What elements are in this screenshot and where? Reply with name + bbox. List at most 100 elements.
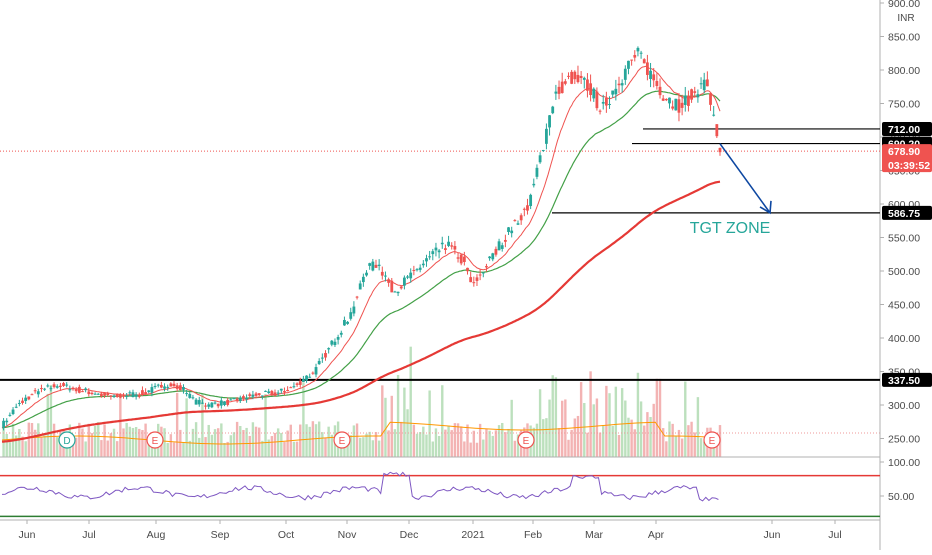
price-tick-label: 500.00 xyxy=(888,266,920,278)
candle-body xyxy=(642,59,646,64)
volume-bar xyxy=(447,425,450,457)
candles xyxy=(2,46,722,431)
candle-body xyxy=(118,394,122,398)
candle-body xyxy=(55,386,59,388)
volume-bar xyxy=(488,430,491,457)
candle-body xyxy=(440,242,444,245)
candle-body xyxy=(582,77,586,80)
candle-body xyxy=(431,251,435,255)
volume-bar xyxy=(554,377,558,457)
volume-bar xyxy=(441,385,444,457)
candle-body xyxy=(314,367,318,375)
rsi-line xyxy=(1,471,719,502)
candle-body xyxy=(330,340,334,345)
candle-body xyxy=(500,245,504,249)
candle-body xyxy=(488,256,492,259)
candle-body xyxy=(245,397,248,400)
candle-body xyxy=(210,402,214,408)
event-marker-earnings xyxy=(703,431,721,449)
candle-body xyxy=(611,90,615,95)
candle-body xyxy=(529,194,533,207)
candle-body xyxy=(27,396,31,400)
candle-body xyxy=(223,401,226,406)
volume-bar xyxy=(567,439,570,457)
volume-bar xyxy=(74,437,78,457)
candle-body xyxy=(93,393,97,395)
volume-bar xyxy=(463,441,466,457)
candle-body xyxy=(327,348,331,350)
volume-bar xyxy=(583,403,586,457)
time-axis[interactable]: Jun Jul Aug Sep Oct Nov Dec 2021 Feb Mar Apr Jun Jul xyxy=(19,520,842,541)
volume-bar xyxy=(235,421,239,457)
candle-body xyxy=(175,385,179,389)
volume-bar xyxy=(166,442,169,457)
trend-arrow-head xyxy=(759,200,772,215)
candle-body xyxy=(503,239,507,242)
candle-body xyxy=(646,62,649,75)
volume-bar xyxy=(362,437,365,457)
volume-bar xyxy=(308,426,311,457)
candle-body xyxy=(260,395,264,397)
volume-bar xyxy=(78,422,81,457)
volume-bar xyxy=(324,437,327,457)
volume-bar xyxy=(359,437,362,457)
candle-body xyxy=(87,391,91,395)
volume-bar xyxy=(112,428,116,457)
candle-body xyxy=(115,393,119,398)
volume-bar xyxy=(687,425,690,457)
candle-body xyxy=(655,81,659,87)
candle-body xyxy=(46,385,50,387)
candle-body xyxy=(526,205,529,211)
candle-body xyxy=(49,388,53,390)
volume-bar xyxy=(270,436,274,457)
candle-body xyxy=(235,398,239,401)
volume-bar xyxy=(551,375,554,457)
volume-bar xyxy=(321,432,324,457)
volume-bar xyxy=(109,433,113,457)
candle-body xyxy=(346,321,349,324)
candle-body xyxy=(677,99,681,113)
volume-bar xyxy=(538,389,542,457)
volume-bar xyxy=(513,440,517,457)
candle-body xyxy=(71,387,75,389)
candle-body xyxy=(257,393,261,396)
time-tick-label: Oct xyxy=(278,529,294,541)
volume-bar xyxy=(229,435,233,457)
volume-bar xyxy=(620,388,624,457)
volume-bar xyxy=(627,417,630,457)
candle-body xyxy=(718,147,722,153)
candle-body xyxy=(570,71,574,84)
volume-bar xyxy=(346,442,349,457)
volume-bar xyxy=(703,441,706,457)
volume-bar xyxy=(652,403,655,457)
candle-body xyxy=(232,397,236,399)
volume-bar xyxy=(106,440,109,457)
volume-bar xyxy=(396,374,400,457)
candle-body xyxy=(434,247,438,251)
volume-bar xyxy=(163,428,166,457)
volume-bar xyxy=(501,422,504,457)
candle-body xyxy=(466,267,469,272)
volume-bar xyxy=(715,438,719,457)
volume-bar xyxy=(598,432,602,457)
volume-bar xyxy=(415,433,419,457)
volume-bar xyxy=(390,395,393,457)
price-badge xyxy=(882,121,932,136)
candle-body xyxy=(254,393,258,396)
candle-body xyxy=(17,402,21,404)
candle-body xyxy=(289,387,293,389)
candle-body xyxy=(664,99,668,101)
volume-bar xyxy=(204,437,207,457)
candle-body xyxy=(485,266,488,268)
candle-body xyxy=(601,101,605,104)
time-tick-label: Apr xyxy=(648,529,665,541)
candle-body xyxy=(163,386,166,389)
volume-bar xyxy=(665,441,668,457)
candle-body xyxy=(409,272,413,279)
volume-bar xyxy=(374,432,378,457)
candle-body xyxy=(96,393,100,395)
candle-body xyxy=(77,386,81,393)
